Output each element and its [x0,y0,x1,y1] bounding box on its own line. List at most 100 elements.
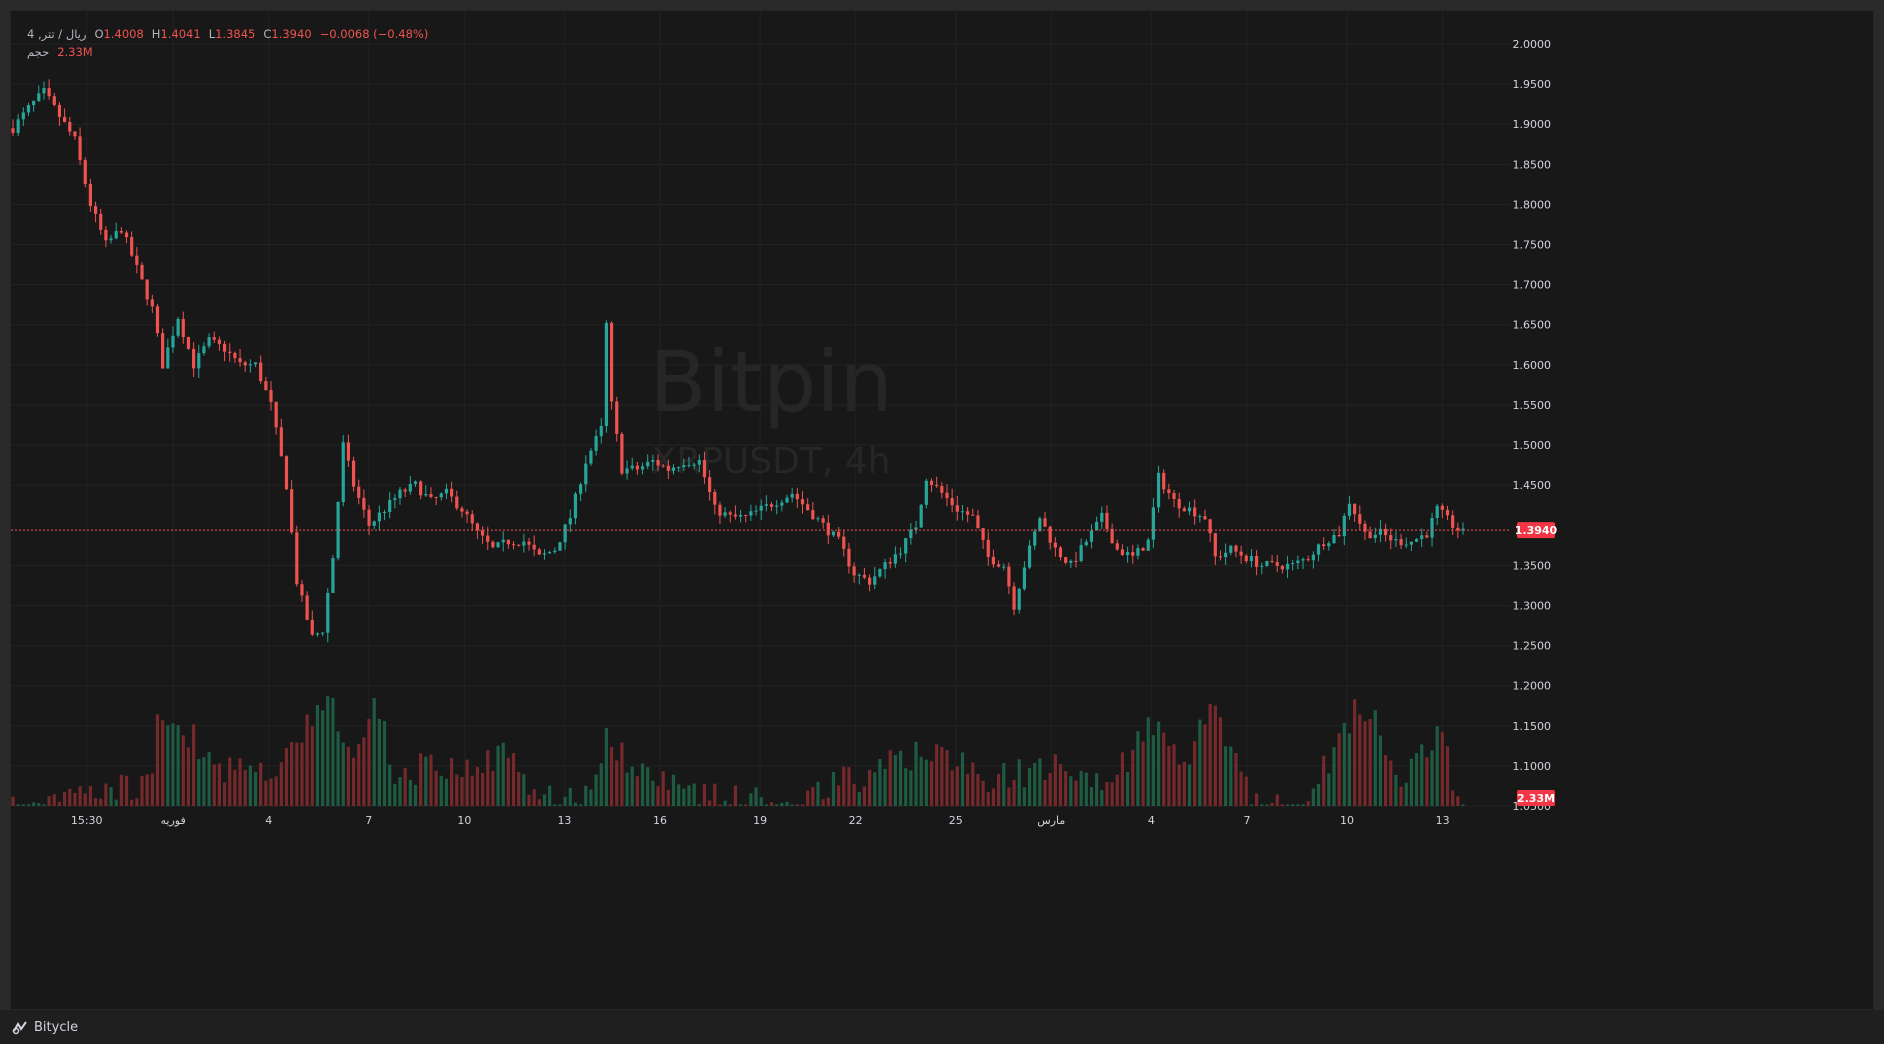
candle-body [811,510,815,520]
volume-bar [124,775,129,806]
price-tick-label: 1.8500 [1513,158,1552,171]
volume-bar [986,792,990,806]
volume-bar [47,796,51,806]
candle-body [403,489,407,492]
volume-bar [1110,782,1114,806]
volume-bar [754,787,758,806]
candle-body [1327,543,1331,547]
candle-body [862,574,867,578]
watermark-brand: Bitpin [649,333,893,431]
volume-bar [295,742,299,806]
volume-bar [898,750,903,806]
candle-body [1296,560,1300,564]
candle-body [517,544,521,546]
volume-bar [785,801,789,806]
volume-bar [1156,721,1161,806]
candle-body [1440,505,1444,510]
volume-bar [1172,744,1176,806]
candle-body [1337,535,1341,537]
candle-body [728,512,732,515]
volume-bar [1445,746,1450,806]
volume-bar [1358,714,1362,806]
volume-bar [114,799,118,806]
volume-bar [960,752,965,806]
volume-bar [424,756,428,806]
volume-bar [517,772,521,806]
time-tick-label: فوریه [161,814,186,827]
candle-body [1182,508,1186,512]
volume-bar [625,772,629,806]
candle-body [315,633,320,635]
volume-bar [1409,758,1413,806]
candle-body [222,343,227,352]
candle-body [434,496,438,498]
candle-body [186,337,191,349]
candle-body [1017,588,1021,610]
last-price-label: 1.3940 [1515,524,1558,537]
volume-bar [1285,804,1290,806]
candle-body [867,577,872,585]
legend-volume: 2.33M [57,45,93,59]
candle-body [284,456,289,490]
volume-bar [1353,699,1357,806]
candle-body [310,619,314,635]
candle-body [615,401,619,434]
candle-body [1342,515,1346,537]
candle-body [413,481,418,484]
candle-body [1177,499,1181,509]
volume-bar [976,773,980,806]
volume-bar [862,786,867,806]
volume-bar [635,776,639,806]
footer-bar: Bitycle [0,1010,1884,1044]
volume-bar [372,697,376,806]
candle-body [568,518,572,525]
volume-bar [460,777,464,806]
candle-body [1069,560,1073,563]
volume-bar [971,762,975,806]
price-axis[interactable]: 2.0000 1.9500 1.9000 1.8500 1.8000 1.7500 1.70… [1513,38,1552,813]
time-axis[interactable]: 15:30 فوریه 4 7 10 13 16 19 22 25 مارس 4 7 10 13 [71,814,1450,827]
candle-body [1115,543,1119,550]
footer-brand[interactable]: Bitycle [34,1019,79,1035]
volume-bar [1095,773,1099,806]
candlestick-chart[interactable]: Bitpin XRPUSDT, 4h 2.0000 1.9500 1.9000 1.8… [11,11,1873,1009]
candle-body [207,337,211,347]
volume-bar [996,774,1001,806]
volume-bar [1239,771,1243,806]
volume-bar [1167,745,1171,806]
volume-bar [233,769,237,806]
volume-bar [1399,786,1403,806]
volume-bar [1322,755,1326,806]
volume-bar [940,746,944,806]
candle-body [945,492,949,499]
candle-body [702,460,707,478]
candle-body [1363,523,1367,532]
volume-bar [682,788,686,806]
volume-bar [867,769,872,806]
candle-body [47,88,51,97]
candle-body [692,464,696,466]
volume-bar [434,770,438,806]
candle-body [1007,566,1011,587]
candle-body [16,119,20,134]
volume-bar [32,802,36,806]
candle-body [1414,539,1419,542]
candle-body [558,542,562,551]
candle-body [924,480,928,505]
candle-body [1425,535,1429,538]
volume-bar [620,742,624,806]
volume-bar [527,794,531,806]
volume-bar [1043,780,1047,806]
volume-bar [228,757,232,806]
candle-body [124,232,129,238]
chart-frame[interactable]: Bitpin XRPUSDT, 4h 2.0000 1.9500 1.9000 1.8… [10,10,1874,1010]
legend-high: 1.4041 [160,27,201,41]
time-tick-label: 25 [949,814,963,827]
volume-bar [1089,787,1094,806]
volume-bar [68,788,72,806]
candle-body [470,514,474,524]
candle-body [682,465,686,468]
candle-body [1038,518,1042,532]
volume-bar [950,770,954,806]
volume-bar [444,778,449,806]
